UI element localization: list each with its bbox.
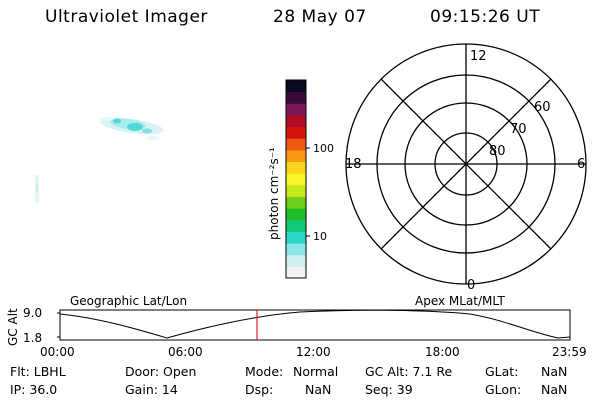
observation-date: 28 May 07 [273, 7, 367, 27]
mlt-label-bottom: 0 [467, 278, 475, 293]
colorbar-segment [286, 91, 306, 104]
colorbar-segment [286, 114, 306, 128]
gc-alt-info: GC Alt: 7.1 Re [365, 364, 453, 379]
colorbar-segment [286, 184, 306, 197]
colorbar-segment [286, 173, 306, 186]
colorbar-segment [286, 254, 306, 267]
colorbar-segment [286, 103, 306, 116]
mlt-label-right: 6 [577, 157, 585, 172]
timeline-xtick-06: 06:00 [168, 345, 203, 359]
timeline-right-title: Apex MLat/MLT [415, 294, 505, 308]
glat-value: NaN [541, 364, 568, 379]
timeline-frame [59, 309, 571, 341]
seq-info: Seq: 39 [365, 382, 413, 397]
colorbar-segment [286, 80, 306, 93]
mlt-label-top: 12 [470, 49, 487, 64]
colorbar-segment [286, 243, 306, 256]
timeline-xtick-12: 12:00 [296, 345, 331, 359]
colorbar-segment [286, 138, 306, 151]
timeline-xtick-2359: 23:59 [552, 345, 587, 359]
timeline-xtick-00: 00:00 [40, 345, 75, 359]
polar-plot [345, 43, 587, 285]
altitude-curve [59, 309, 571, 339]
glat-label: GLat: [485, 364, 519, 379]
mode-label: Mode: [245, 364, 284, 379]
lat-label-80: 80 [489, 144, 506, 159]
observation-time: 09:15:26 UT [430, 7, 541, 27]
ip-info: IP: 36.0 [10, 382, 58, 397]
door-info: Door: Open [125, 364, 197, 379]
lat-label-60: 60 [534, 100, 551, 115]
colorbar-segment [286, 126, 306, 139]
timeline-ytick-label-1.8: 1.8 [23, 331, 42, 345]
colorbar-segment [286, 149, 306, 163]
filter-info: Flt: LBHL [10, 364, 66, 379]
colorbar-segment [286, 161, 306, 174]
colorbar-tick-label-100: 100 [313, 142, 334, 155]
uv-image-emission [35, 117, 164, 203]
colorbar [286, 80, 306, 279]
colorbar-segment [286, 266, 306, 279]
colorbar-segment [286, 196, 306, 209]
gain-info: Gain: 14 [125, 382, 178, 397]
colorbar-frame [285, 79, 307, 279]
timeline-left-title: Geographic Lat/Lon [70, 294, 187, 308]
colorbar-unit-label: photon cm⁻²s⁻¹ [267, 147, 281, 240]
instrument-title: Ultraviolet Imager [45, 7, 208, 27]
colorbar-segment [286, 219, 306, 232]
glon-value: NaN [541, 382, 568, 397]
mode-value: Normal [293, 364, 339, 379]
colorbar-segment [286, 208, 306, 221]
lat-label-70: 70 [510, 122, 527, 137]
glon-label: GLon: [485, 382, 522, 397]
colorbar-segment [286, 231, 306, 244]
dsp-value: NaN [305, 382, 332, 397]
timeline-axis-title: GC Alt [6, 308, 20, 346]
timeline-ytick-label-9: 9.0 [23, 306, 42, 320]
mlt-label-left: 18 [345, 157, 362, 172]
timeline-xtick-18: 18:00 [425, 345, 460, 359]
polar-meridian-diag-2 [380, 78, 552, 250]
colorbar-tick-label-10: 10 [313, 230, 327, 243]
dsp-label: Dsp: [245, 382, 274, 397]
